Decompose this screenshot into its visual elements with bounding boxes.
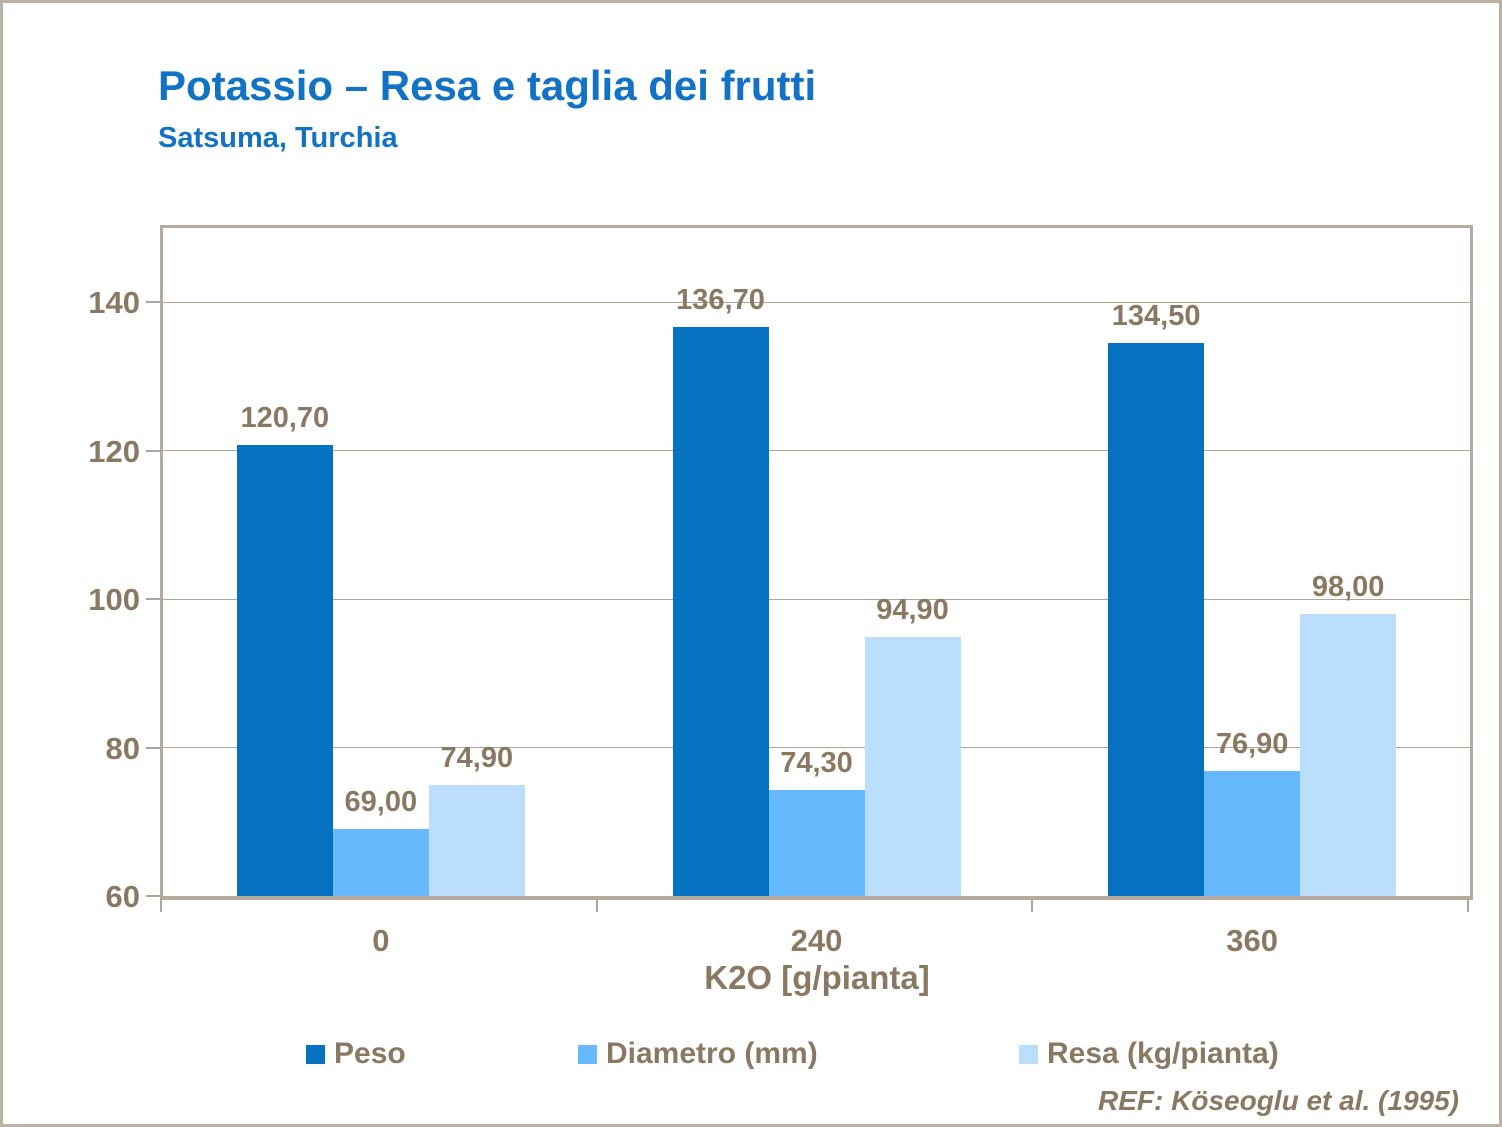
legend-item-resa-kg-pianta: Resa (kg/pianta) [1019, 1039, 1279, 1069]
bar-diametro-mm-360 [1204, 770, 1301, 896]
chart-title: Potassio – Resa e taglia dei frutti [158, 62, 817, 109]
legend-label: Diametro (mm) [606, 1037, 818, 1070]
legend-item-diametro-mm: Diametro (mm) [578, 1039, 818, 1069]
bar-resa-kg-pianta-360 [1300, 613, 1397, 896]
gridline-140 [163, 301, 1470, 303]
y-axis-label-80: 80 [105, 730, 140, 766]
gridline-100 [163, 598, 1470, 600]
bar-peso-240 [672, 326, 769, 896]
x-axis-tick-2 [1031, 900, 1034, 912]
x-category-label-0: 0 [372, 923, 390, 958]
chart-subtitle: Satsuma, Turchia [158, 122, 398, 154]
legend-swatch-icon [306, 1044, 325, 1064]
bar-peso-360 [1108, 343, 1205, 896]
y-axis-tick-60 [146, 895, 161, 897]
x-axis-tick-1 [595, 900, 598, 912]
legend-swatch-icon [1019, 1044, 1038, 1064]
bar-value-label: 134,50 [1111, 300, 1201, 333]
y-axis-tick-100 [146, 598, 161, 601]
y-axis-tick-140 [146, 301, 161, 304]
x-category-label-240: 240 [790, 923, 843, 958]
gridline-80 [163, 747, 1470, 749]
y-axis-tick-120 [146, 449, 161, 452]
x-category-label-360: 360 [1226, 923, 1279, 958]
bar-diametro-mm-240 [768, 789, 865, 896]
y-axis-label-60: 60 [105, 879, 140, 914]
bar-value-label: 76,90 [1215, 727, 1289, 760]
y-axis-label-120: 120 [88, 433, 140, 469]
x-axis-tick-3 [1467, 900, 1469, 912]
legend-label: Resa (kg/pianta) [1047, 1037, 1279, 1070]
reference-text: REF: Köseoglu et al. (1995) [1098, 1085, 1459, 1116]
legend-label: Peso [334, 1037, 406, 1070]
legend-swatch-icon [578, 1044, 597, 1064]
x-axis-tick-0 [160, 900, 162, 912]
y-axis-label-100: 100 [88, 582, 140, 618]
chart-legend: Peso Diametro (mm) Resa (kg/pianta) [3, 1035, 1499, 1085]
bar-value-label: 69,00 [344, 786, 418, 819]
bar-value-label: 120,70 [240, 402, 330, 435]
x-axis-title: K2O [g/pianta] [704, 959, 930, 996]
gridline-120 [163, 450, 1470, 452]
bar-resa-kg-pianta-0 [428, 785, 525, 896]
plot-area [163, 228, 1470, 896]
bar-peso-0 [236, 445, 333, 896]
bar-value-label: 136,70 [676, 283, 765, 316]
y-axis-label-140: 140 [88, 285, 140, 321]
y-axis-tick-80 [146, 746, 161, 749]
bar-value-label: 74,90 [440, 742, 514, 775]
bar-value-label: 98,00 [1311, 570, 1385, 603]
bar-value-label: 74,30 [780, 746, 853, 779]
bar-diametro-mm-0 [332, 829, 429, 896]
bar-resa-kg-pianta-240 [864, 636, 961, 896]
legend-item-peso: Peso [306, 1039, 406, 1069]
bar-value-label: 94,90 [876, 593, 949, 626]
